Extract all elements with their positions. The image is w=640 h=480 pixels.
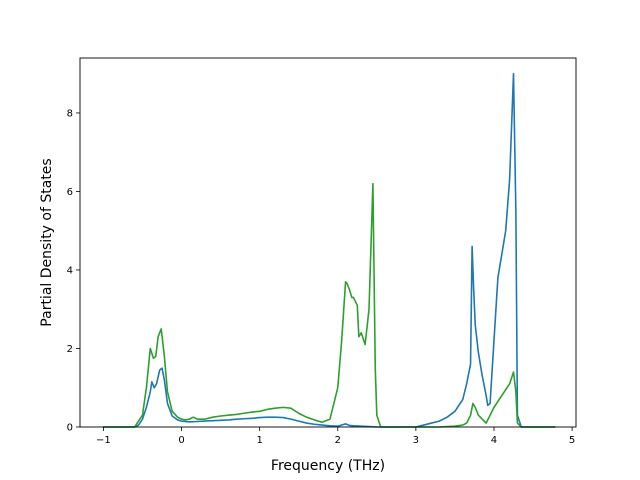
x-axis-label: Frequency (THz) bbox=[271, 458, 385, 474]
y-axis-ticks: 0 2 4 6 8 bbox=[67, 108, 80, 434]
x-tick-label: −1 bbox=[96, 435, 111, 446]
series-layer bbox=[102, 72, 556, 428]
y-tick-label: 0 bbox=[67, 423, 73, 434]
x-tick-label: 2 bbox=[335, 435, 341, 446]
axes-frame bbox=[79, 57, 577, 428]
x-axis-ticks: −1 0 1 2 3 4 5 bbox=[96, 427, 575, 446]
x-tick-label: 5 bbox=[569, 435, 575, 446]
y-tick-label: 6 bbox=[67, 187, 73, 198]
y-axis-label: Partial Density of States bbox=[39, 158, 55, 326]
x-tick-label: 1 bbox=[256, 435, 262, 446]
series-line-1 bbox=[102, 72, 556, 428]
x-tick-label: 0 bbox=[178, 435, 184, 446]
plot-area bbox=[79, 57, 577, 428]
y-tick-label: 8 bbox=[67, 108, 73, 119]
x-tick-label: 4 bbox=[491, 435, 497, 446]
y-tick-label: 2 bbox=[67, 344, 73, 355]
x-tick-label: 3 bbox=[413, 435, 419, 446]
series-line-2 bbox=[102, 182, 556, 428]
y-tick-label: 4 bbox=[67, 265, 73, 276]
